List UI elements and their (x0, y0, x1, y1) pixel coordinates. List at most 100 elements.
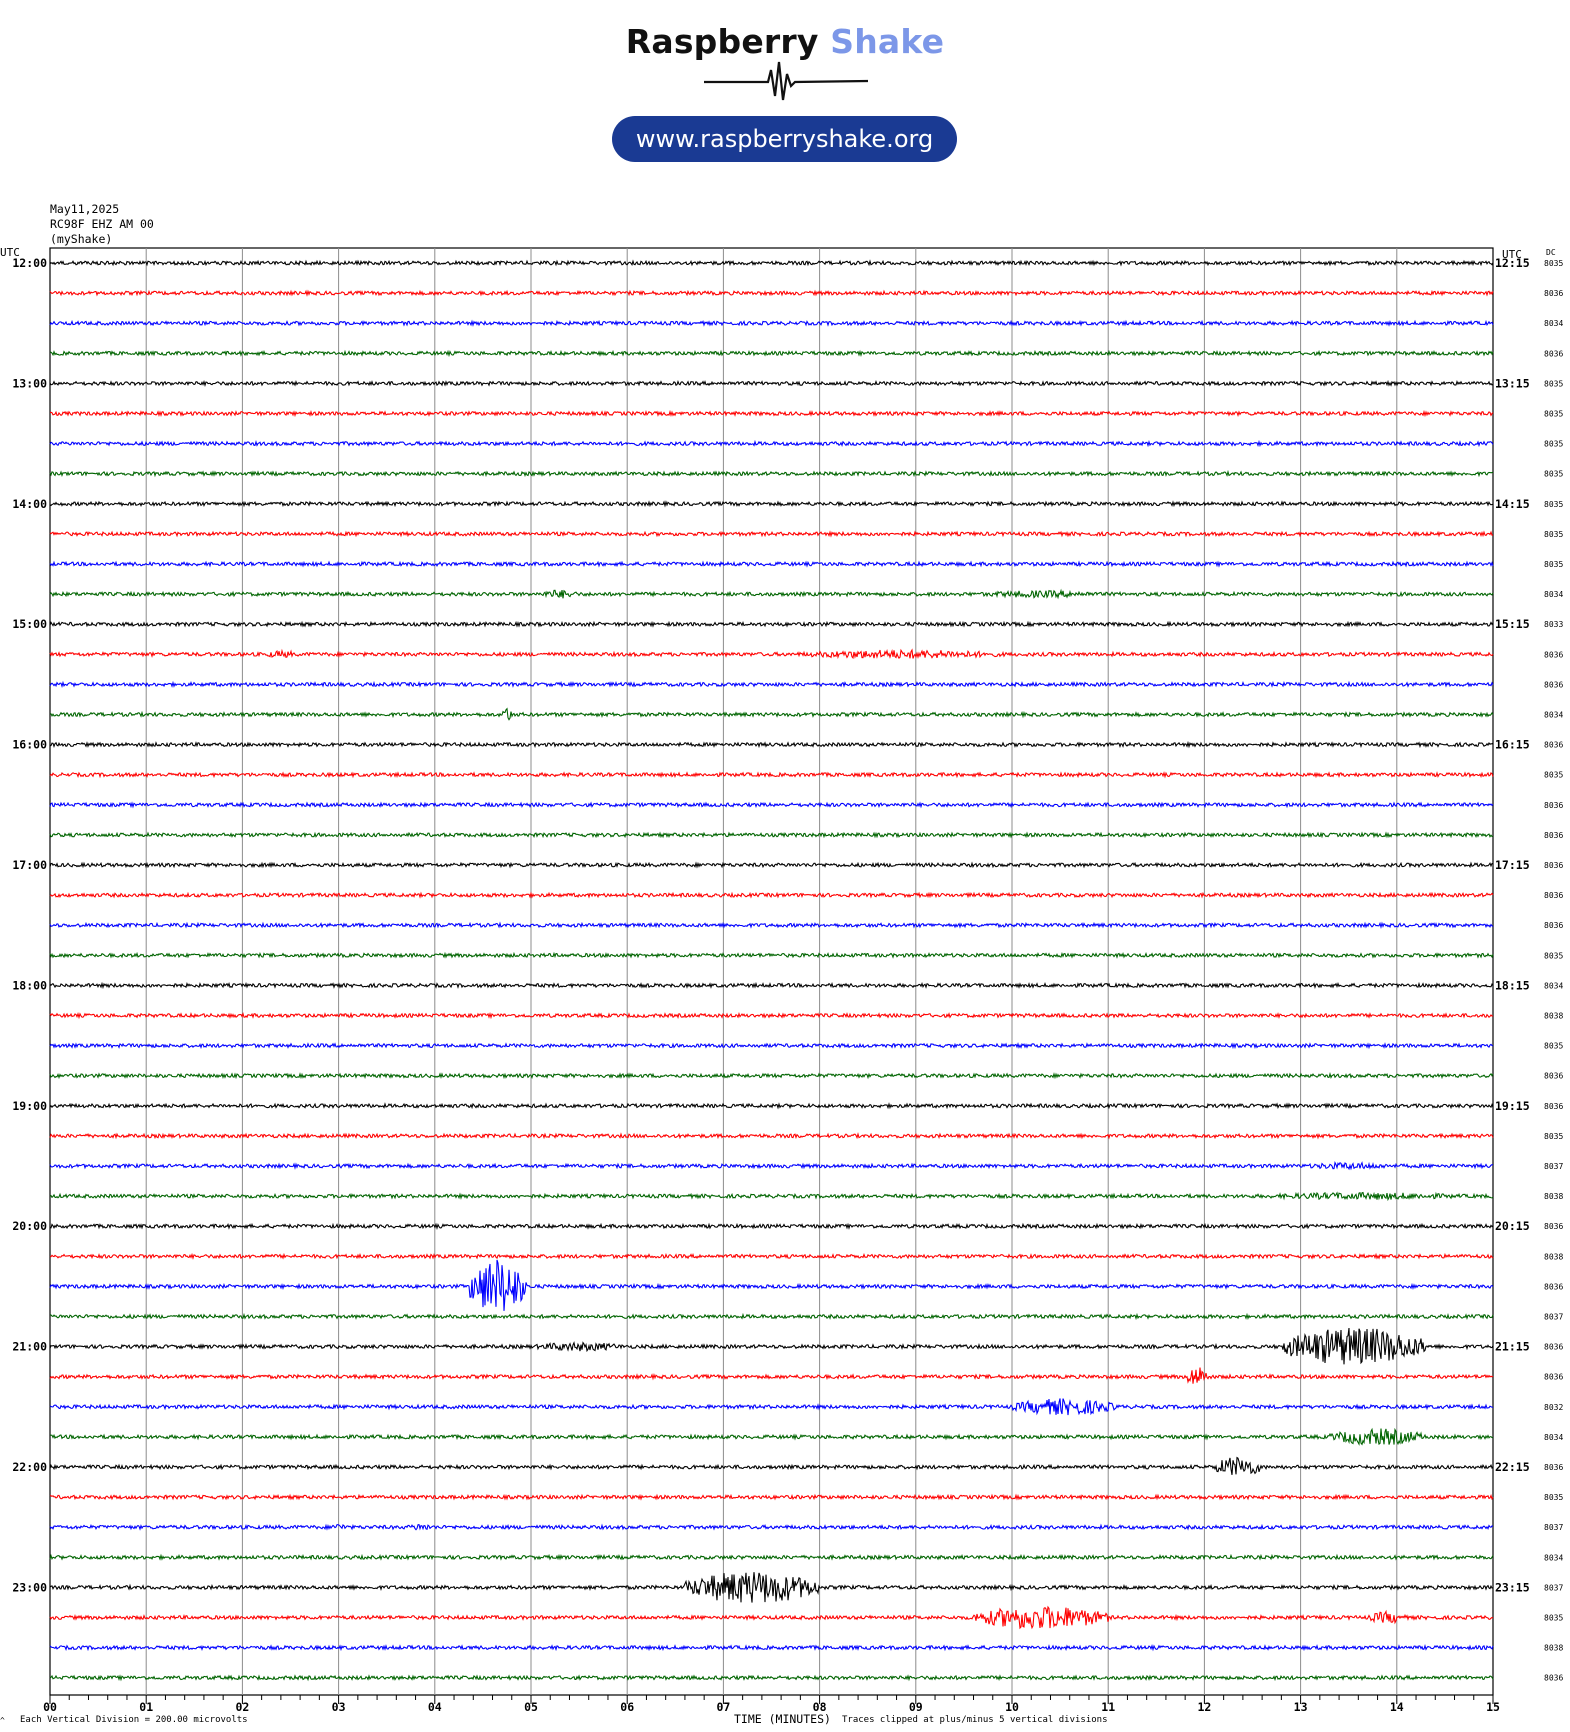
clip-note: Traces clipped at plus/minus 5 vertical … (842, 1715, 1108, 1725)
dc-offset-label: 8035 (1544, 379, 1563, 388)
seismic-trace (49, 1132, 1494, 1140)
dc-offset-label: 8036 (1544, 861, 1563, 870)
seismic-trace (49, 379, 1494, 387)
right-utc-header: UTC (1502, 248, 1522, 261)
left-hour-label: 19:00 (12, 1099, 47, 1113)
dc-offset-label: 8034 (1544, 981, 1563, 990)
right-hour-label: 22:15 (1495, 1460, 1530, 1474)
seismic-trace (49, 891, 1494, 899)
x-tick-label: 12 (1197, 1700, 1211, 1714)
seismic-trace (49, 1674, 1494, 1682)
right-hour-label: 14:15 (1495, 497, 1530, 511)
seismic-trace (49, 1252, 1494, 1260)
seismic-trace (49, 1605, 1494, 1630)
x-tick-label: 13 (1294, 1700, 1308, 1714)
seismic-trace (49, 1160, 1494, 1171)
seismic-trace (49, 740, 1494, 749)
seismic-trace (49, 1456, 1494, 1475)
x-tick-label: 01 (139, 1700, 153, 1714)
dc-offset-label: 8036 (1544, 1282, 1563, 1291)
dc-offset-label: 8036 (1544, 1373, 1563, 1382)
seismic-trace (49, 1523, 1494, 1531)
left-hour-label: 20:00 (12, 1219, 47, 1233)
dc-offset-label: 8036 (1544, 1674, 1563, 1683)
dc-offset-label: 8036 (1544, 801, 1563, 810)
dc-offset-label: 8038 (1544, 1192, 1563, 1201)
dc-offset-label: 8034 (1544, 590, 1563, 599)
x-tick-label: 08 (813, 1700, 827, 1714)
dc-offset-label: 8037 (1544, 1523, 1563, 1532)
seismograph-wave-icon (704, 61, 869, 101)
seismic-trace (49, 1042, 1494, 1050)
brand-logo-text: Raspberry Shake (0, 22, 1570, 61)
right-hour-label: 21:15 (1495, 1340, 1530, 1354)
left-hour-label: 23:00 (12, 1580, 47, 1594)
dc-offset-label: 8035 (1544, 1042, 1563, 1051)
brand-name-part1: Raspberry (625, 22, 819, 61)
seismic-trace (49, 620, 1494, 628)
right-hour-label: 15:15 (1495, 617, 1530, 631)
dc-offset-label: 8032 (1544, 1403, 1563, 1412)
seismic-trace (49, 500, 1494, 508)
left-hour-label: 18:00 (12, 978, 47, 992)
dc-column-header: DC (1546, 248, 1556, 257)
seismic-trace (49, 259, 1494, 267)
seismic-trace (49, 1222, 1494, 1230)
dc-offset-label: 8035 (1544, 530, 1563, 539)
dc-offset-label: 8035 (1544, 1493, 1563, 1502)
x-tick-label: 15 (1486, 1700, 1500, 1714)
seismic-trace (49, 1327, 1494, 1365)
plot-border (49, 247, 1494, 1696)
dc-offset-label: 8035 (1544, 470, 1563, 479)
seismic-trace (49, 349, 1494, 358)
header: Raspberry Shake www.raspberryshake.org (0, 0, 1570, 180)
x-tick-label: 04 (428, 1700, 442, 1714)
seismic-trace (49, 951, 1494, 959)
seismic-trace (49, 1398, 1494, 1416)
dc-offset-label: 8034 (1544, 711, 1563, 720)
x-tick-label: 02 (235, 1700, 249, 1714)
dc-offset-label: 8035 (1544, 1132, 1563, 1141)
right-hour-label: 20:15 (1495, 1219, 1530, 1233)
x-tick-label: 14 (1390, 1700, 1404, 1714)
dc-offset-label: 8036 (1544, 650, 1563, 659)
dc-offset-label: 8036 (1544, 289, 1563, 298)
dc-offset-label: 8036 (1544, 831, 1563, 840)
axis-labels: 8035 8036 8034 8036 8035 8035 8035 8035 8035 8035… (0, 246, 1563, 1714)
dc-offset-label: 8037 (1544, 1162, 1563, 1171)
dc-offset-label: 8035 (1544, 440, 1563, 449)
seismic-trace (49, 648, 1494, 660)
right-hour-label: 12:15 (1495, 256, 1530, 270)
dc-offset-label: 8035 (1544, 259, 1563, 268)
seismic-trace (49, 831, 1494, 839)
seismic-trace (49, 771, 1494, 779)
website-url-link[interactable]: www.raspberryshake.org (612, 116, 957, 162)
x-tick-label: 10 (1005, 1700, 1019, 1714)
plot-frame (49, 247, 1494, 1696)
seismic-trace (49, 1572, 1494, 1603)
seismic-trace (49, 1312, 1494, 1321)
seismic-trace (49, 560, 1494, 568)
seismic-trace (49, 1072, 1494, 1080)
dc-offset-label: 8036 (1544, 741, 1563, 750)
seismic-trace (49, 1367, 1494, 1384)
brand-name-part2: Shake (830, 22, 945, 61)
right-hour-label: 13:15 (1495, 376, 1530, 390)
left-hour-label: 15:00 (12, 617, 47, 631)
right-hour-label: 19:15 (1495, 1099, 1530, 1113)
seismic-trace (49, 469, 1494, 478)
dc-offset-label: 8036 (1544, 1463, 1563, 1472)
seismic-traces (49, 259, 1494, 1682)
left-hour-label: 22:00 (12, 1460, 47, 1474)
seismic-trace (49, 289, 1494, 297)
dc-offset-label: 8034 (1544, 1553, 1563, 1562)
seismic-trace (49, 1191, 1494, 1202)
x-tick-label: 05 (524, 1700, 538, 1714)
seismic-trace (49, 588, 1494, 600)
seismic-trace (49, 921, 1494, 930)
dc-offset-label: 8037 (1544, 1583, 1563, 1592)
left-hour-label: 12:00 (12, 256, 47, 270)
seismic-trace (49, 861, 1494, 869)
left-hour-label: 21:00 (12, 1340, 47, 1354)
